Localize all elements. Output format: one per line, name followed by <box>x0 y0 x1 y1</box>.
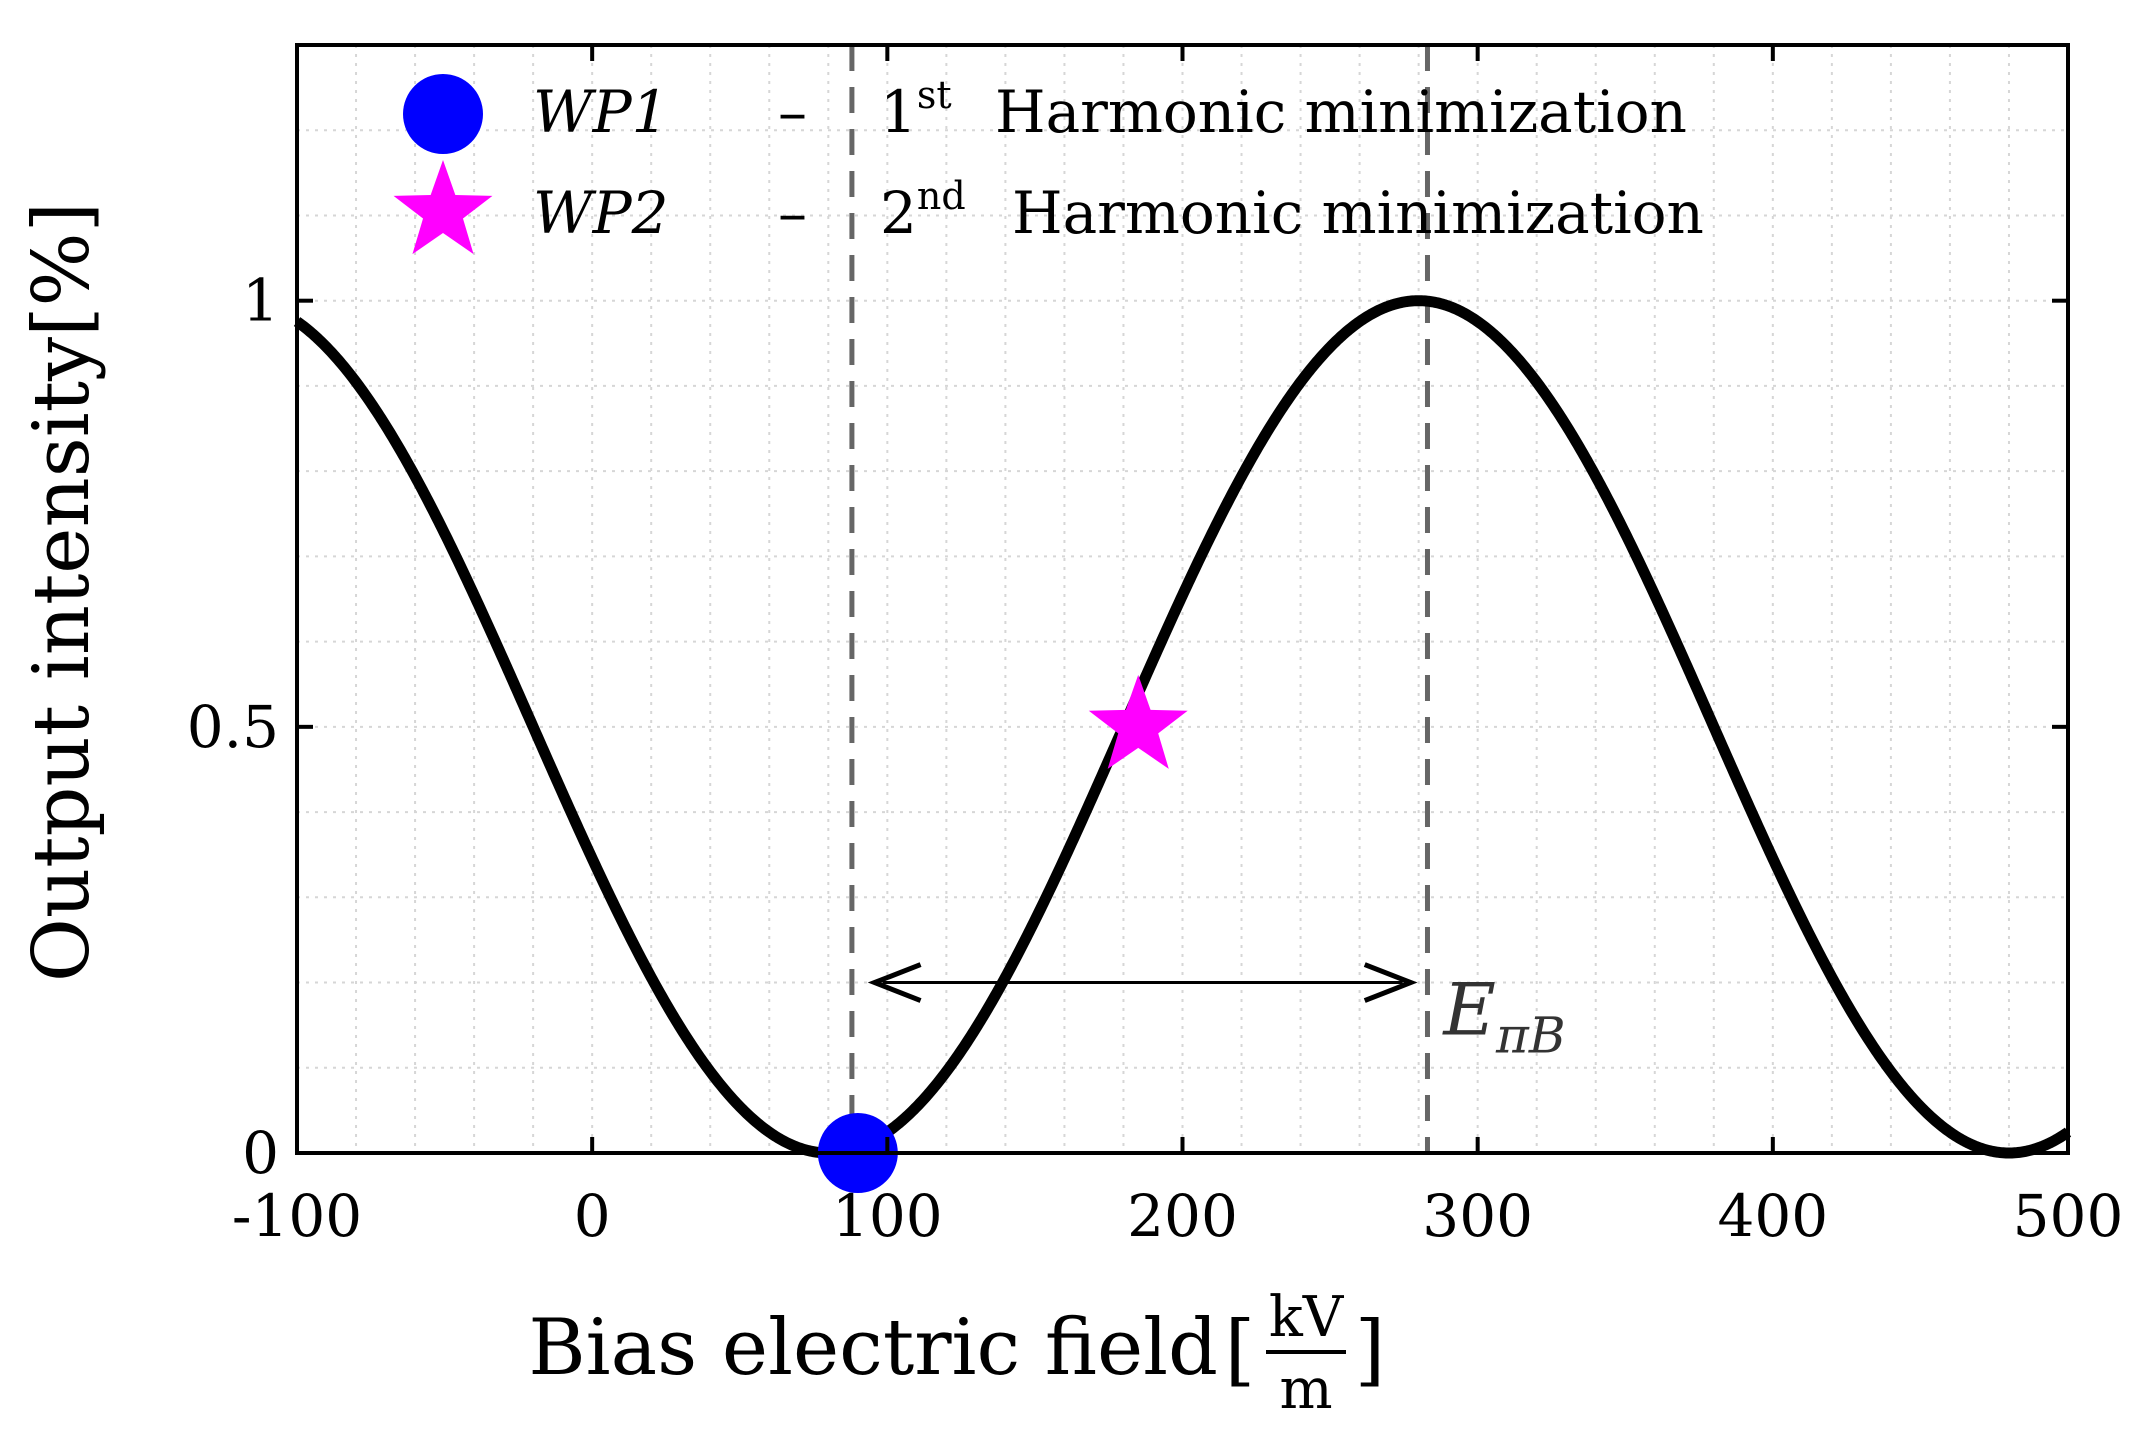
legend-marker-circle <box>403 74 483 154</box>
axes <box>295 43 2070 1155</box>
annotation-main: E <box>1441 968 1496 1052</box>
series-layer <box>292 295 2073 1159</box>
legend-label-wp1-id: WP1 <box>533 78 669 146</box>
x-axis-unit-denominator: m <box>1279 1357 1332 1422</box>
legend-label-wp1-ordinal-num: 1 <box>880 78 917 146</box>
annotation-sub: πB <box>1495 1007 1566 1065</box>
y-axis-title: Output intensity[%] <box>17 202 107 982</box>
arrow-head-right <box>1363 962 1418 1003</box>
x-axis-title: Bias electric field [ kV m ] <box>528 1285 1385 1422</box>
y-tick-label: 0 <box>242 1119 279 1187</box>
arrow-layer <box>867 962 1418 1003</box>
legend-label-wp1-dash: – <box>778 78 807 146</box>
x-tick-label: 300 <box>1422 1182 1533 1250</box>
legend-label-wp2-ordinal: 2nd <box>880 174 966 247</box>
legend-label-wp1-ordinal: 1st <box>880 73 952 146</box>
legend-entry-wp1: WP1 – 1st Harmonic minimization <box>403 73 1687 154</box>
annotation-label: EπB <box>1441 968 1565 1065</box>
legend: WP1 – 1st Harmonic minimization WP2 – 2n… <box>393 73 1704 255</box>
x-axis-bracket-open: [ <box>1225 1305 1255 1395</box>
x-tick-label: 100 <box>832 1182 943 1250</box>
legend-marker-star <box>393 160 493 255</box>
legend-entry-wp2: WP2 – 2nd Harmonic minimization <box>393 160 1704 255</box>
x-tick-label: 200 <box>1127 1182 1238 1250</box>
point-wp2-star <box>1088 674 1188 769</box>
x-tick-label: -100 <box>232 1182 362 1250</box>
y-tick-label: 0.5 <box>187 693 279 761</box>
legend-label-wp2-dash: – <box>778 179 807 247</box>
y-tick-label: 1 <box>242 267 279 335</box>
vertical-reference-lines <box>849 45 1430 1153</box>
points-layer <box>817 674 1188 1193</box>
x-axis-title-text: Bias electric field <box>528 1303 1218 1393</box>
x-tick-label: 500 <box>2013 1182 2124 1250</box>
legend-label-wp2-desc: Harmonic minimization <box>1012 179 1704 247</box>
x-tick-label: 400 <box>1717 1182 1828 1250</box>
legend-label-wp1-ordinal-sup: st <box>917 73 952 117</box>
legend-label-wp2-ordinal-sup: nd <box>917 174 966 218</box>
x-tick-label: 0 <box>574 1182 611 1250</box>
x-axis-bracket-close: ] <box>1355 1305 1385 1395</box>
series-line-output-intensity <box>292 295 2073 1159</box>
legend-label-wp1-desc: Harmonic minimization <box>995 78 1687 146</box>
legend-label-wp2-ordinal-num: 2 <box>880 179 917 247</box>
x-axis-unit-numerator: kV <box>1269 1285 1345 1350</box>
legend-label-wp2-id: WP2 <box>533 179 669 247</box>
arrow-head-left <box>867 962 922 1003</box>
